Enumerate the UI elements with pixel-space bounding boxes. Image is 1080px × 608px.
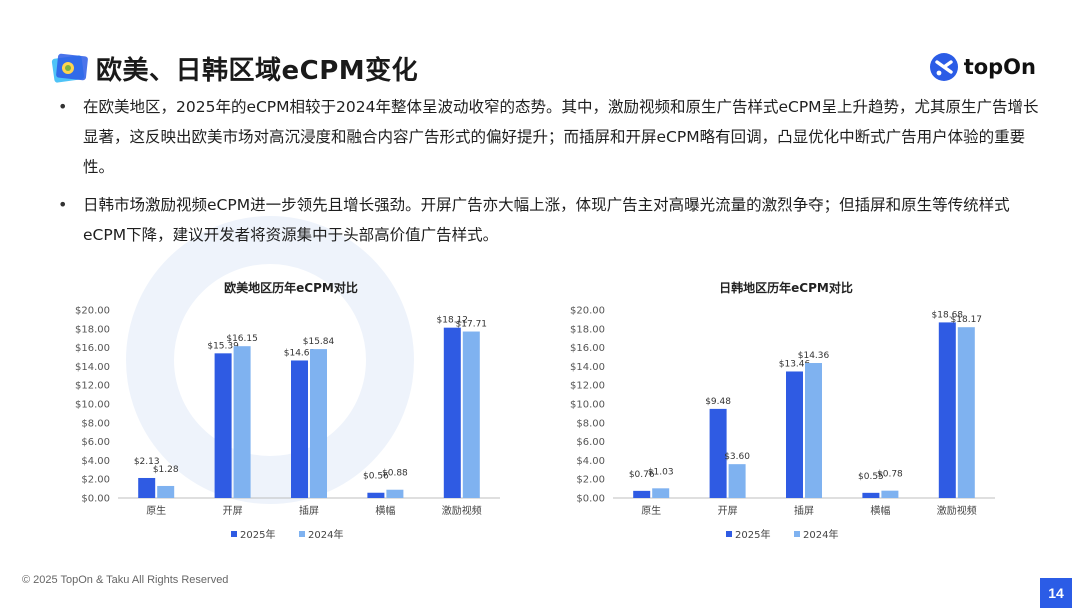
x-tick-label: 激励视频 — [937, 504, 977, 517]
bar-2025 — [709, 408, 727, 498]
bar-2024 — [957, 327, 975, 498]
page-number: 14 — [1040, 578, 1072, 608]
data-label: $2.13 — [134, 457, 160, 467]
data-label: $15.84 — [303, 337, 335, 347]
bar-2025 — [138, 477, 156, 498]
image-tag-icon — [51, 53, 88, 83]
y-tick-label: $18.00 — [75, 324, 110, 335]
y-tick-label: $0.00 — [81, 494, 110, 505]
y-tick-label: $18.00 — [570, 324, 605, 335]
bar-2025 — [214, 353, 232, 498]
chart-title: 日韩地区历年eCPM对比 — [719, 280, 853, 295]
data-label: $18.68 — [932, 310, 964, 320]
data-label: $1.03 — [648, 467, 674, 477]
y-tick-label: $4.00 — [576, 456, 605, 467]
chart-europe-us: 欧美地区历年eCPM对比 $0.00 $2.00 $4.00 $6.00 $8.00 $10… — [40, 272, 540, 552]
y-tick-label: $10.00 — [570, 400, 605, 411]
chart-title: 欧美地区历年eCPM对比 — [224, 280, 358, 295]
bar-2025 — [291, 360, 308, 498]
brand-name: topOn — [963, 55, 1036, 79]
data-label: $14.63 — [284, 348, 316, 358]
legend-label: 2024年 — [308, 528, 343, 541]
y-tick-label: $6.00 — [576, 437, 605, 448]
x-tick-label: 横幅 — [375, 504, 395, 517]
data-label: $0.55 — [858, 472, 884, 482]
bar-2025 — [862, 492, 880, 498]
y-tick-label: $8.00 — [576, 418, 605, 429]
data-label: $0.78 — [877, 470, 903, 480]
y-tick-label: $14.00 — [75, 362, 110, 373]
bar-2024 — [310, 349, 327, 498]
summary-bullets: 在欧美地区，2025年的eCPM相较于2024年整体呈波动收窄的态势。其中，激励… — [58, 92, 1043, 258]
chart-japan-korea: 日韩地区历年eCPM对比 $0.00 $2.00 $4.00 $6.00 $8.00 $10… — [535, 272, 1035, 552]
chart-japan-korea-svg: 日韩地区历年eCPM对比 $0.00 $2.00 $4.00 $6.00 $8.00 $10… — [570, 280, 995, 541]
bar-2024 — [805, 363, 822, 498]
y-tick-label: $16.00 — [570, 343, 605, 354]
x-tick-label: 开屏 — [718, 505, 738, 517]
x-tick-label: 原生 — [641, 504, 661, 517]
y-tick-label: $0.00 — [576, 494, 605, 505]
y-tick-label: $10.00 — [75, 400, 110, 411]
data-label: $1.28 — [153, 465, 179, 475]
data-label: $9.48 — [705, 397, 731, 407]
bar-2024 — [386, 489, 404, 498]
bar-2025 — [367, 492, 385, 498]
bar-2024 — [157, 485, 175, 498]
bar-2025 — [443, 327, 461, 498]
data-label: $13.46 — [779, 359, 811, 369]
data-label: $0.56 — [363, 472, 389, 482]
legend-swatch — [794, 531, 800, 537]
y-tick-label: $2.00 — [81, 475, 110, 486]
legend-swatch — [299, 531, 305, 537]
page-header: 欧美、日韩区域eCPM变化 — [50, 48, 418, 88]
legend-swatch — [231, 531, 237, 537]
x-tick-label: 原生 — [146, 504, 166, 517]
data-label: $14.36 — [798, 351, 830, 361]
bar-2024 — [652, 488, 670, 498]
page-title: 欧美、日韩区域eCPM变化 — [96, 55, 419, 86]
data-label: $15.39 — [207, 341, 239, 351]
bar-2025 — [786, 371, 803, 498]
y-tick-label: $20.00 — [570, 306, 605, 317]
bar-2025 — [938, 322, 956, 498]
bar-2025 — [633, 490, 651, 498]
x-tick-label: 横幅 — [870, 504, 890, 517]
y-tick-label: $4.00 — [81, 456, 110, 467]
bar-2024 — [728, 464, 746, 498]
bar-2024 — [233, 346, 251, 498]
bar-2024 — [462, 331, 480, 498]
legend-swatch — [726, 531, 732, 537]
data-label: $18.17 — [951, 315, 983, 325]
y-tick-label: $12.00 — [75, 381, 110, 392]
bullet-item: 在欧美地区，2025年的eCPM相较于2024年整体呈波动收窄的态势。其中，激励… — [58, 92, 1043, 182]
data-label: $18.12 — [437, 316, 469, 326]
y-tick-label: $16.00 — [75, 343, 110, 354]
y-tick-label: $20.00 — [75, 306, 110, 317]
legend-label: 2024年 — [803, 528, 838, 541]
x-tick-label: 开屏 — [223, 505, 243, 517]
x-tick-label: 激励视频 — [442, 504, 482, 517]
copyright-footer: © 2025 TopOn & Taku All Rights Reserved — [22, 574, 229, 586]
y-tick-label: $14.00 — [570, 362, 605, 373]
x-tick-label: 插屏 — [794, 504, 814, 517]
legend-label: 2025年 — [735, 528, 770, 541]
data-label: $0.88 — [382, 469, 408, 479]
topon-logo-icon — [929, 53, 958, 81]
bar-2024 — [881, 490, 899, 498]
data-label: $0.76 — [629, 470, 655, 480]
legend-label: 2025年 — [240, 528, 275, 541]
x-tick-label: 插屏 — [299, 504, 319, 517]
chart-europe-us-svg: 欧美地区历年eCPM对比 $0.00 $2.00 $4.00 $6.00 $8.00 $10… — [75, 280, 500, 541]
y-tick-label: $2.00 — [576, 475, 605, 486]
y-tick-label: $8.00 — [81, 418, 110, 429]
data-label: $3.60 — [724, 452, 750, 462]
brand-logo: topOn — [929, 52, 1036, 82]
y-tick-label: $6.00 — [81, 437, 110, 448]
data-label: $16.15 — [226, 334, 258, 344]
bullet-item: 日韩市场激励视频eCPM进一步领先且增长强劲。开屏广告亦大幅上涨，体现广告主对高… — [58, 190, 1043, 250]
y-tick-label: $12.00 — [570, 381, 605, 392]
data-label: $17.71 — [456, 320, 488, 330]
